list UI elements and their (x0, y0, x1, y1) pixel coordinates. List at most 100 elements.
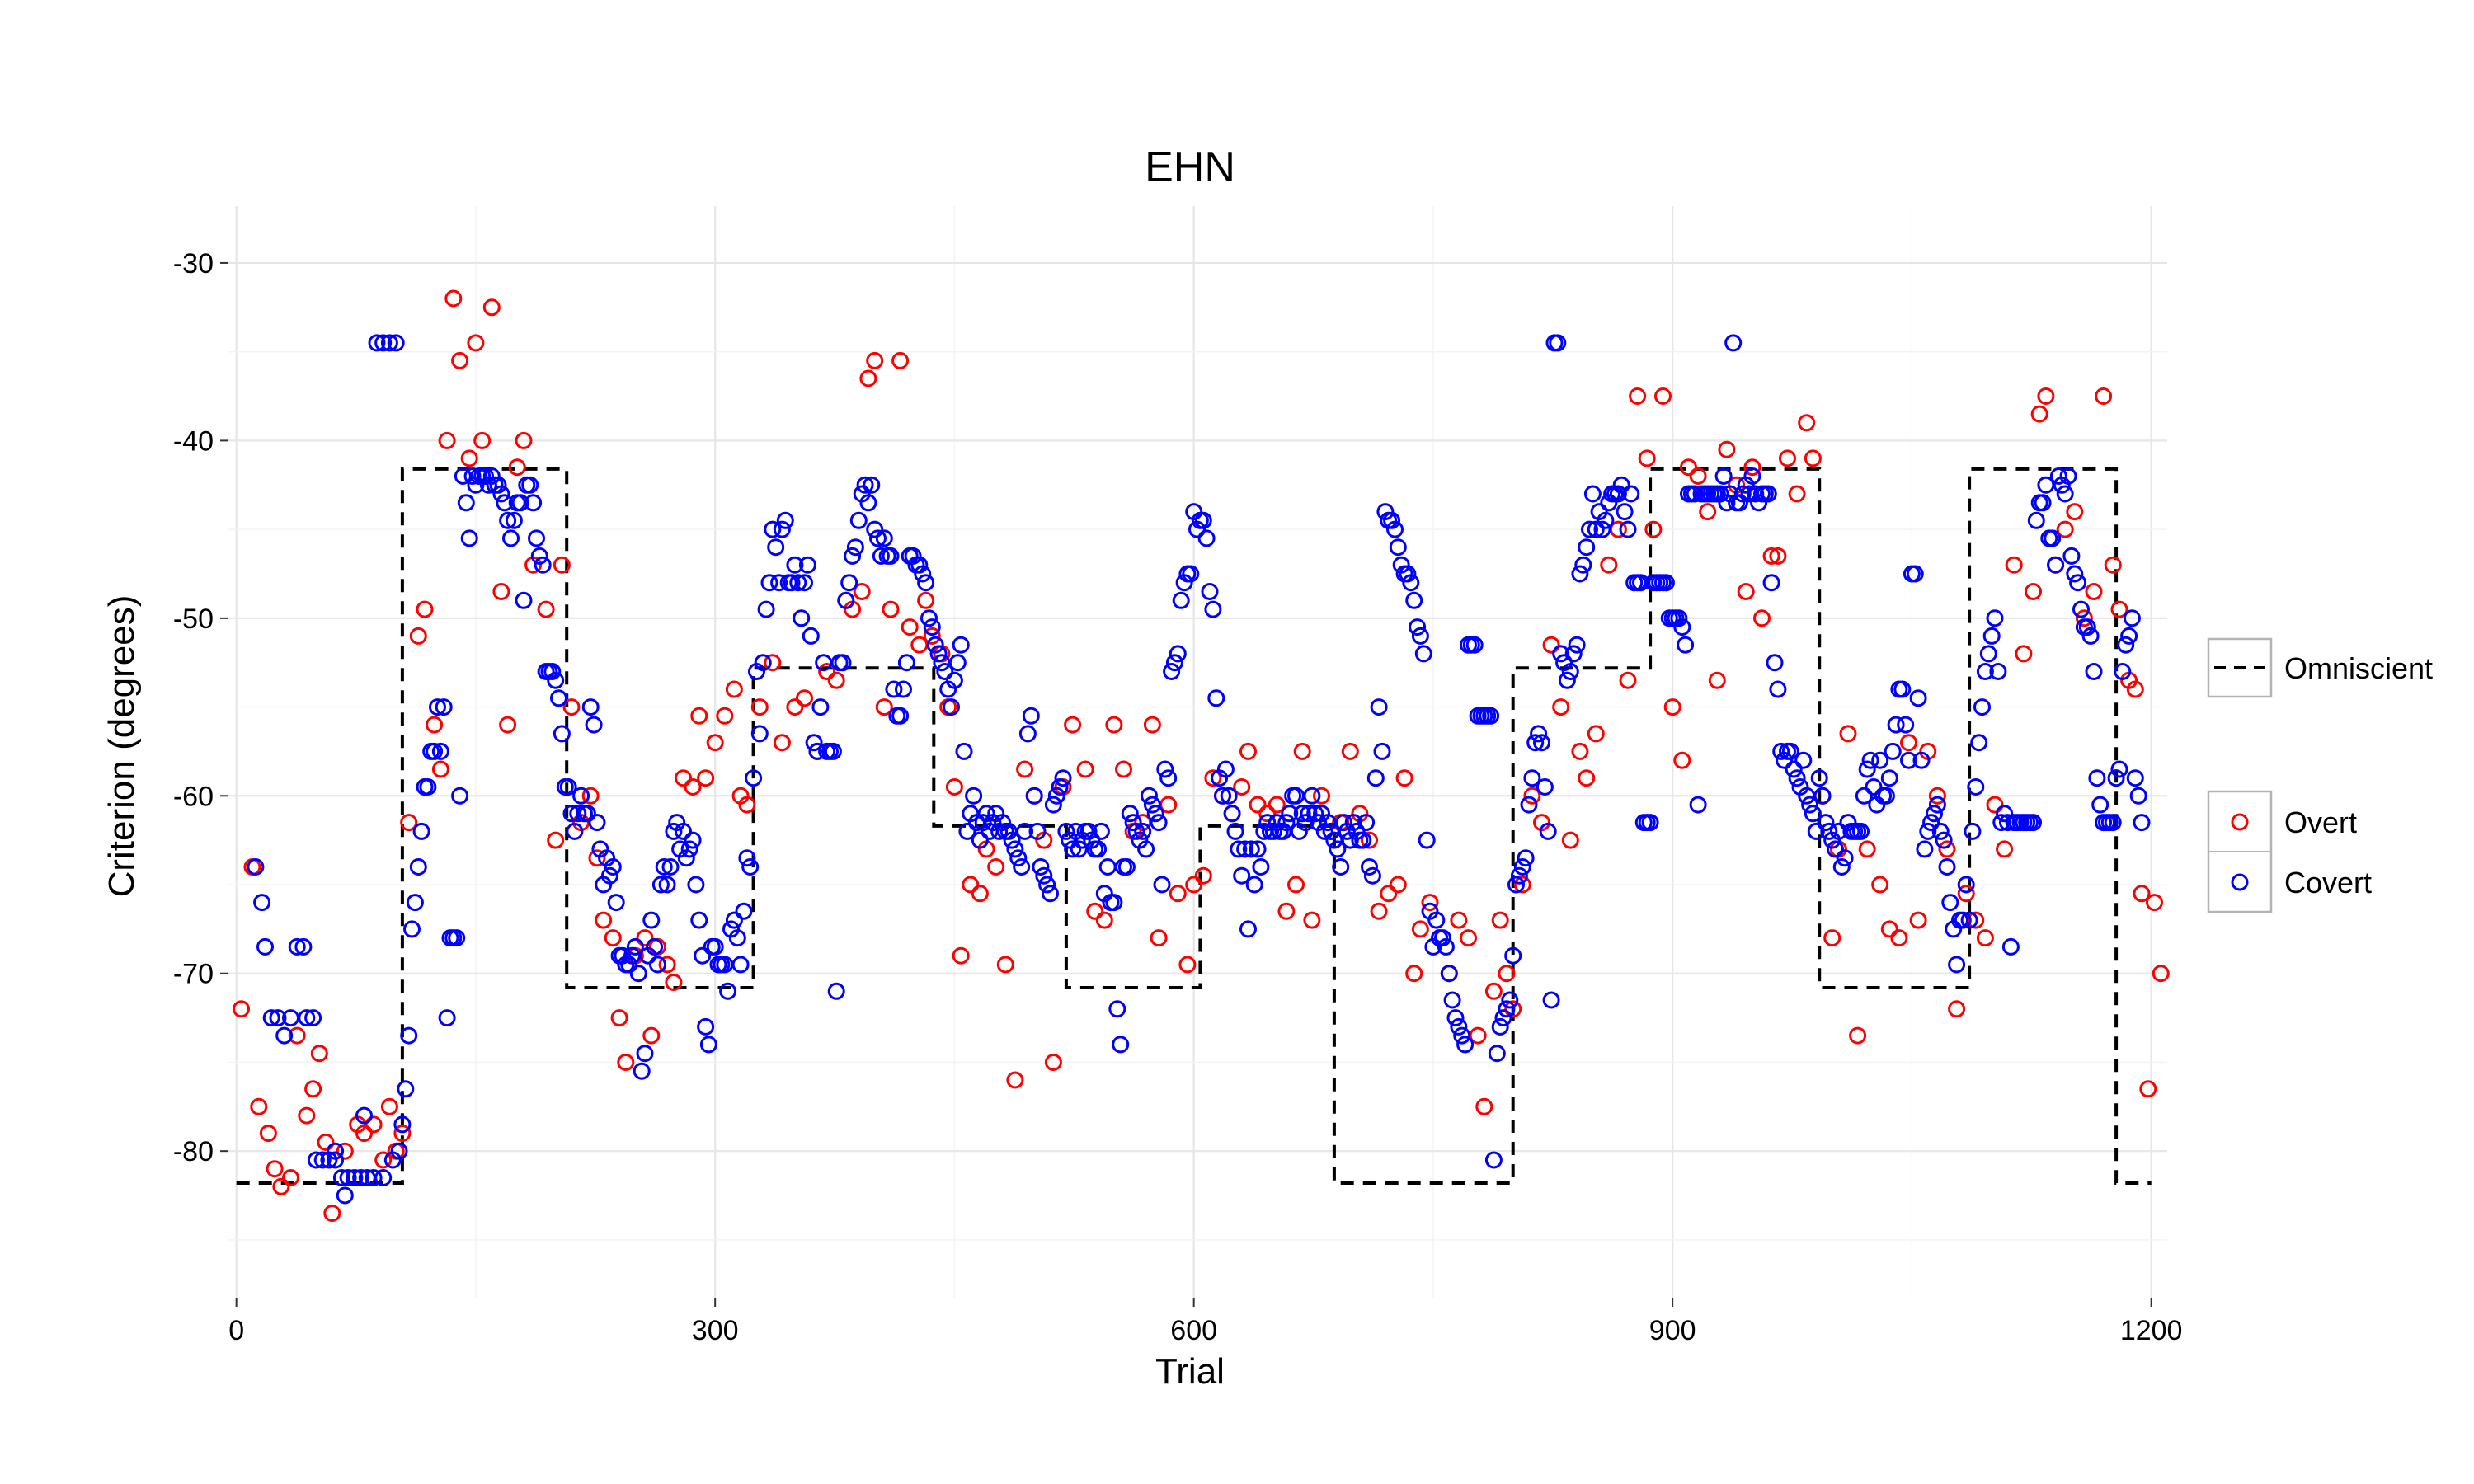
covert-point (805, 734, 823, 752)
overt-point (1475, 1097, 1493, 1115)
covert-point (687, 876, 705, 894)
overt-point (1150, 929, 1168, 947)
omniscient-step-line (236, 467, 2152, 1185)
overt-point (473, 431, 492, 449)
covert-point (776, 511, 794, 529)
covert-point (649, 956, 666, 974)
covert-point (824, 742, 842, 760)
covert-point (1616, 503, 1634, 521)
overt-point (684, 778, 702, 796)
covert-point (633, 1062, 651, 1080)
covert-point (1405, 591, 1423, 609)
covert-point (397, 1080, 415, 1098)
overt-point (1743, 458, 1761, 477)
overt-point (738, 796, 756, 814)
covert-point (1003, 831, 1021, 849)
overt-point (891, 351, 910, 369)
covert-point (451, 787, 469, 805)
covert-point (1967, 778, 1985, 796)
covert-point (1016, 822, 1034, 840)
covert-point (499, 511, 517, 529)
covert-point (304, 1009, 322, 1027)
legend-label-omniscient: Omniscient (2284, 651, 2433, 685)
overt-point (827, 671, 845, 689)
covert-point (2059, 467, 2077, 485)
overt-point (1484, 982, 1503, 1000)
covert-point (1820, 822, 1838, 840)
covert-point (958, 822, 976, 840)
covert-point (429, 698, 446, 716)
covert-point (1482, 707, 1500, 725)
overt-point (996, 956, 1014, 974)
covert-point (948, 654, 967, 672)
overt-point (1287, 876, 1305, 894)
covert-point (1159, 769, 1178, 787)
overt-point (416, 600, 434, 618)
covert-point (1813, 787, 1832, 805)
covert-point (626, 937, 644, 956)
covert-point (1941, 894, 1959, 912)
covert-point (929, 645, 948, 663)
covert-point (1042, 885, 1059, 903)
covert-point (1747, 485, 1765, 503)
covert-point (1399, 565, 1417, 583)
covert-point (1622, 485, 1640, 503)
overt-point (987, 858, 1005, 876)
overt-point (866, 351, 884, 369)
covert-point (844, 547, 862, 565)
overt-point (1016, 760, 1034, 778)
covert-point (2126, 769, 2144, 787)
covert-point (387, 334, 405, 352)
overt-point (492, 583, 510, 600)
covert-point (578, 805, 596, 823)
covert-point (479, 476, 497, 494)
covert-point (1979, 645, 1997, 663)
covert-point (1957, 876, 1975, 894)
overt-point (250, 1097, 268, 1115)
covert-point (793, 609, 811, 627)
covert-point (1057, 822, 1075, 840)
covert-point (1414, 645, 1432, 663)
overt-point (1600, 556, 1618, 574)
covert-point (1296, 814, 1315, 832)
covert-point (1641, 814, 1659, 832)
covert-point (1673, 618, 1691, 636)
covert-point (1165, 654, 1183, 672)
overt-point (400, 814, 418, 832)
covert-point (1182, 565, 1200, 583)
covert-point (1124, 814, 1142, 832)
overt-point (750, 698, 769, 716)
covert-point (882, 547, 900, 565)
covert-point (1035, 866, 1053, 885)
y-tick-label: -60 (173, 781, 214, 812)
covert-point (1117, 858, 1136, 876)
overt-point (1258, 805, 1277, 823)
covert-point (1657, 574, 1675, 592)
covert-point (1453, 1026, 1471, 1045)
covert-point (426, 742, 444, 760)
overt-point (1571, 742, 1589, 760)
overt-point (588, 849, 606, 867)
covert-point (1743, 467, 1761, 485)
covert-point (1146, 805, 1164, 823)
covert-point (1370, 698, 1388, 716)
overt-point (2139, 1080, 2157, 1098)
covert-point (1233, 866, 1251, 885)
x-tick-label: 0 (228, 1315, 244, 1346)
covert-point (741, 858, 760, 876)
overt-point (901, 618, 919, 636)
covert-point (365, 1169, 383, 1186)
overt-point (1561, 831, 1579, 849)
covert-point (767, 538, 785, 556)
omniscient-series (236, 467, 2152, 1185)
covert-point (651, 876, 670, 894)
overt-point (2104, 556, 2122, 574)
covert-point (1507, 876, 1525, 894)
covert-point (505, 511, 523, 529)
covert-point (971, 831, 989, 849)
covert-point (1494, 1009, 1512, 1027)
covert-point (1897, 716, 1915, 734)
covert-point (1900, 751, 1917, 769)
covert-point (269, 1009, 287, 1027)
